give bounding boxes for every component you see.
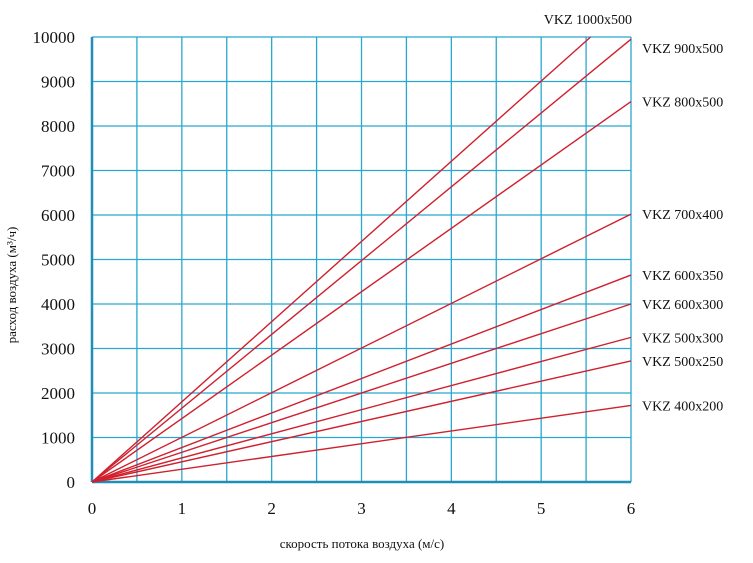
series-label: VKZ 1000x500	[544, 13, 632, 28]
y-tick-label: 2000	[41, 384, 75, 403]
x-tick-label: 1	[178, 499, 187, 518]
x-tick-label: 2	[267, 499, 276, 518]
x-tick-label: 3	[357, 499, 366, 518]
series-label: VKZ 500x250	[642, 355, 723, 370]
series-line	[91, 38, 632, 483]
series-lines	[91, 36, 632, 483]
series-line	[91, 303, 632, 483]
series-label: VKZ 800x500	[642, 96, 723, 111]
y-tick-label: 5000	[41, 251, 75, 270]
series-label: VKZ 700x400	[642, 208, 723, 223]
series-line	[91, 404, 632, 483]
series-line	[91, 360, 632, 483]
y-tick-label: 8000	[41, 117, 75, 136]
series-label: VKZ 400x200	[642, 399, 723, 414]
x-tick-label: 0	[88, 499, 97, 518]
x-axis-label: скорость потока воздуха (м/с)	[280, 536, 445, 551]
series-line	[91, 274, 632, 483]
series-label: VKZ 600x300	[642, 298, 723, 313]
x-tick-label: 5	[537, 499, 546, 518]
series-line	[91, 36, 592, 483]
series-label: VKZ 500x300	[642, 331, 723, 346]
series-label: VKZ 900x500	[642, 42, 723, 57]
y-axis-label: расход воздуха (м³/ч)	[4, 227, 19, 344]
series-line	[91, 336, 632, 483]
y-tick-labels: 0 1000 2000 3000 4000 5000 6000 7000 8000 9000 100…	[33, 28, 76, 492]
y-tick-label: 9000	[41, 73, 75, 92]
y-tick-label: 0	[67, 473, 76, 492]
y-tick-label: 10000	[33, 28, 76, 47]
y-tick-label: 4000	[41, 295, 75, 314]
series-labels: VKZ 1000x500 VKZ 900x500 VKZ 800x500 VKZ 70…	[544, 13, 724, 414]
x-tick-label: 4	[447, 499, 456, 518]
y-tick-label: 7000	[41, 162, 75, 181]
y-tick-label: 3000	[41, 340, 75, 359]
series-label: VKZ 600x350	[642, 269, 723, 284]
series-line	[91, 213, 632, 483]
y-tick-label: 1000	[41, 429, 75, 448]
x-tick-labels: 0 1 2 3 4 5 6	[88, 499, 636, 518]
series-line	[91, 100, 632, 483]
x-tick-label: 6	[627, 499, 636, 518]
y-tick-label: 6000	[41, 206, 75, 225]
